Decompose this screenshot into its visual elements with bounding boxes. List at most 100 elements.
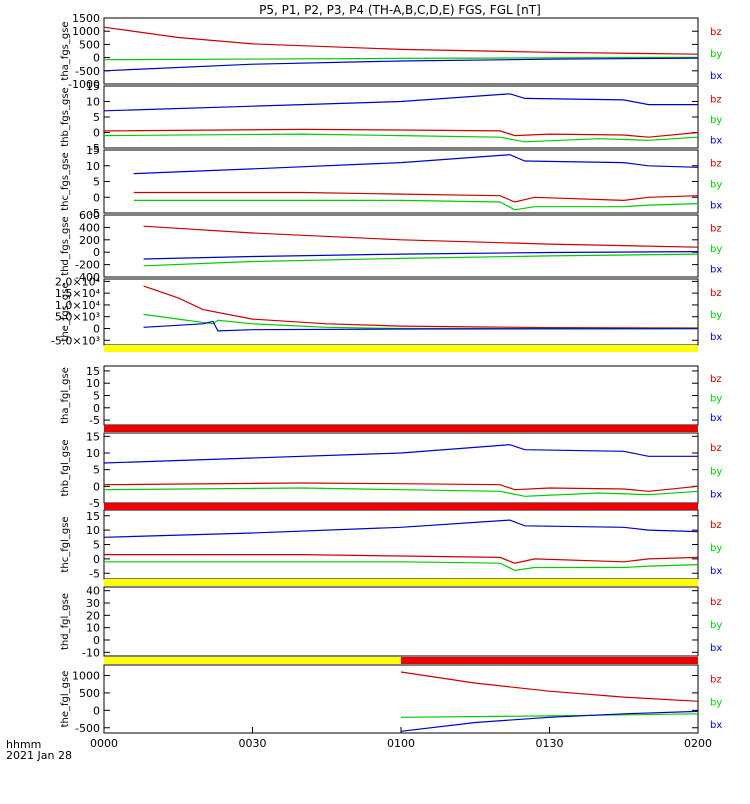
legend-bx: bx [710,413,722,424]
y-tick-label: 30 [86,597,100,610]
panel-thb_fgs_gse: 15 10 5 0 -5 thb_fgs_gse bz by bx [60,80,722,155]
y-tick-label: 0 [93,52,100,65]
y-tick-label: 0 [93,402,100,415]
y-tick-label: 10 [86,447,100,460]
y-axis-label: thd_fgl_gse [60,593,71,650]
y-tick-label: 400 [79,221,100,234]
legend-bz: bz [710,374,722,385]
series-bz [103,482,699,492]
panel-frame [103,278,699,346]
y-tick-label: 10 [86,622,100,635]
y-tick-label: -5 [89,207,100,220]
legend-bz: bz [710,675,722,686]
y-tick-label: 15 [86,144,100,157]
legend-bz: bz [710,94,722,105]
y-tick-label: 0 [93,127,100,140]
y-axis-label: thb_fgl_gse [60,440,71,497]
y-tick-label: -5 [89,497,100,510]
y-tick-label: 200 [79,234,100,247]
x-axis: 0000 0030 0100 0130 0200 [90,727,712,750]
legend-bz: bz [710,159,722,170]
legend-by: by [710,697,722,708]
y-tick-label: 5 [93,111,100,124]
legend-by: by [710,620,722,631]
series-bx [103,93,698,112]
y-axis-label: thd_fgs_gse [60,216,71,275]
legend-bz: bz [710,597,722,608]
y-tick-label: 10 [86,377,100,390]
y-tick-label: 1.0×10⁴ [55,299,101,312]
series-bx [143,251,699,260]
panel-thc_fgs_gse: 15 10 5 0 -5 thc_fgs_gse bz by bx [60,144,722,220]
y-tick-label: -500 [75,722,100,735]
legend-bx: bx [710,643,722,654]
series-bx [103,519,699,538]
legend-bx: bx [710,201,722,212]
y-axis-label: thc_fgl_gse [60,516,71,572]
x-tick-label: 0200 [684,737,712,750]
legend-by: by [710,393,722,404]
y-tick-label: 10 [86,524,100,537]
series-bx [133,154,699,175]
panel-thb_fgl_gse: 15 10 5 0 -5 thb_fgl_gse bz by bx [60,430,722,510]
flag-segment [104,425,698,432]
legend-bx: bx [710,490,722,501]
y-axis-label: thc_fgs_gse [60,152,71,211]
series-bz [104,554,699,564]
panel-the_fgs_gse: 2.0×10⁴1.5×10⁴1.0×10⁴5.0×10³0-5.0×10³the… [51,275,722,347]
series-by [400,713,699,718]
legend-bz: bz [710,27,722,38]
y-tick-label: 2.0×10⁴ [55,275,101,288]
y-tick-label: 0 [93,246,100,259]
x-tick-label: 0030 [239,737,267,750]
date-label: 2021 Jan 28 [6,749,72,762]
y-tick-label: -5.0×10³ [51,334,100,347]
panel-frame [103,432,699,504]
y-tick-label: 10 [86,96,100,109]
y-tick-label: -500 [75,65,100,78]
panel-frame [103,509,699,580]
flag-segment [104,657,401,664]
legend-by: by [710,49,722,60]
y-tick-label: 0 [93,480,100,493]
series-bz [143,225,699,248]
legend-bz: bz [710,223,722,234]
y-tick-label: 0 [93,704,100,717]
y-tick-label: 10 [86,160,100,173]
y-axis-label: tha_fgs_gse [60,21,71,80]
y-tick-label: -200 [75,259,100,272]
series-bz [133,191,699,203]
chart-title: P5, P1, P2, P3, P4 (TH-A,B,C,D,E) FGS, F… [259,3,541,17]
y-tick-label: -5 [89,414,100,427]
legend-bx: bx [710,332,722,343]
panel-frame [103,149,699,214]
y-tick-label: 1000 [72,669,100,682]
series-bz [143,285,699,329]
y-tick-label: 15 [86,430,100,443]
y-tick-label: 15 [86,80,100,93]
y-axis-label: thb_fgs_gse [60,87,71,146]
panel-frame [103,214,699,278]
series-by [143,313,698,330]
panel-the_fgl_gse: 1000 500 0 -500 the_fgl_gse bz by bx [60,664,722,735]
series-bx [103,444,698,464]
legend-bz: bz [710,443,722,454]
y-tick-label: 20 [86,609,100,622]
flag-segment [104,345,698,352]
flag-segment [104,503,698,510]
y-tick-label: 5.0×10³ [55,311,100,324]
y-tick-label: 500 [79,687,100,700]
y-tick-label: -400 [75,271,100,284]
y-tick-label: 15 [86,510,100,523]
flag-segment [104,579,698,586]
y-tick-label: -1000 [68,78,100,91]
y-tick-label: 0 [93,634,100,647]
legend-bx: bx [710,71,722,82]
legend-by: by [710,543,722,554]
